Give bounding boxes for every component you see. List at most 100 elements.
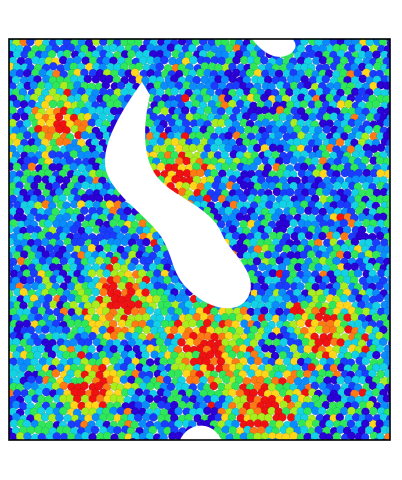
particle: [127, 49, 136, 59]
particle: [300, 39, 309, 46]
particle: [224, 43, 234, 53]
particle: [90, 425, 100, 435]
particle: [344, 99, 354, 109]
particle: [99, 287, 108, 297]
particle: [277, 413, 287, 422]
particle: [167, 439, 170, 440]
particle: [386, 425, 390, 435]
simulation-box-frame: [8, 38, 391, 441]
particle: [112, 300, 121, 310]
particle: [95, 256, 104, 265]
particle: [386, 350, 390, 360]
particle: [166, 382, 176, 392]
particle: [289, 343, 299, 353]
particle: [65, 156, 75, 165]
particle: [51, 369, 61, 378]
particle: [113, 99, 122, 109]
particle: [264, 312, 273, 322]
particle: [246, 394, 255, 404]
particle: [353, 268, 363, 278]
particle: [295, 369, 305, 379]
particle: [383, 369, 390, 378]
particle: [205, 350, 215, 360]
particle: [203, 181, 213, 191]
particle: [48, 99, 58, 109]
particle: [65, 243, 75, 253]
particle: [109, 43, 118, 53]
particle: [339, 56, 349, 66]
particle: [74, 306, 84, 316]
top-notch: [252, 39, 296, 57]
particle: [231, 81, 241, 90]
particle: [321, 325, 331, 335]
particle: [307, 362, 316, 372]
particle: [289, 420, 299, 429]
particle: [263, 250, 273, 259]
particle: [361, 439, 366, 440]
particle: [382, 319, 390, 329]
particle: [209, 381, 219, 391]
particle: [105, 312, 114, 322]
particle: [117, 319, 127, 328]
particle: [325, 93, 334, 102]
particle: [155, 87, 165, 97]
particle: [9, 146, 10, 151]
particle: [133, 413, 143, 423]
particle: [47, 49, 57, 59]
particle: [216, 107, 226, 116]
particle: [22, 119, 32, 128]
particle: [338, 439, 342, 440]
particle: [202, 94, 212, 103]
particle: [369, 406, 378, 416]
particle: [22, 419, 32, 429]
particle: [242, 226, 251, 236]
particle: [379, 362, 388, 372]
particle: [159, 344, 168, 354]
particle: [9, 309, 10, 315]
particle: [386, 200, 390, 209]
particle: [250, 125, 260, 134]
particle: [117, 331, 126, 341]
particle: [44, 219, 53, 228]
particle: [322, 338, 331, 348]
particle: [303, 94, 313, 103]
particle: [227, 39, 232, 40]
bottom-notch: [180, 425, 222, 440]
particle: [329, 112, 339, 121]
particle: [249, 212, 259, 221]
particle: [357, 212, 367, 222]
particle: [169, 39, 175, 40]
particle: [22, 439, 27, 440]
particle: [281, 439, 286, 440]
particle: [91, 75, 101, 84]
particle: [386, 275, 390, 284]
particle: [9, 84, 10, 89]
particle: [109, 219, 118, 228]
particle: [335, 325, 345, 335]
particle: [173, 369, 183, 378]
particle: [332, 432, 342, 440]
particle: [252, 143, 262, 153]
particle: [220, 150, 229, 160]
particle: [188, 318, 197, 328]
particle: [81, 431, 90, 440]
particle: [378, 337, 388, 347]
particle: [9, 369, 18, 379]
particle: [252, 256, 262, 266]
particle: [145, 306, 155, 315]
particle: [383, 282, 390, 291]
particle: [23, 381, 32, 391]
particle: [224, 439, 229, 440]
particle: [69, 162, 78, 171]
particle: [66, 282, 76, 291]
particle: [23, 432, 32, 440]
particle: [265, 200, 274, 210]
particle: [9, 137, 14, 147]
particle: [303, 344, 312, 354]
particle: [176, 39, 182, 40]
particle: [209, 143, 219, 153]
particle: [387, 88, 390, 97]
particle: [58, 439, 63, 440]
particle: [109, 356, 119, 366]
